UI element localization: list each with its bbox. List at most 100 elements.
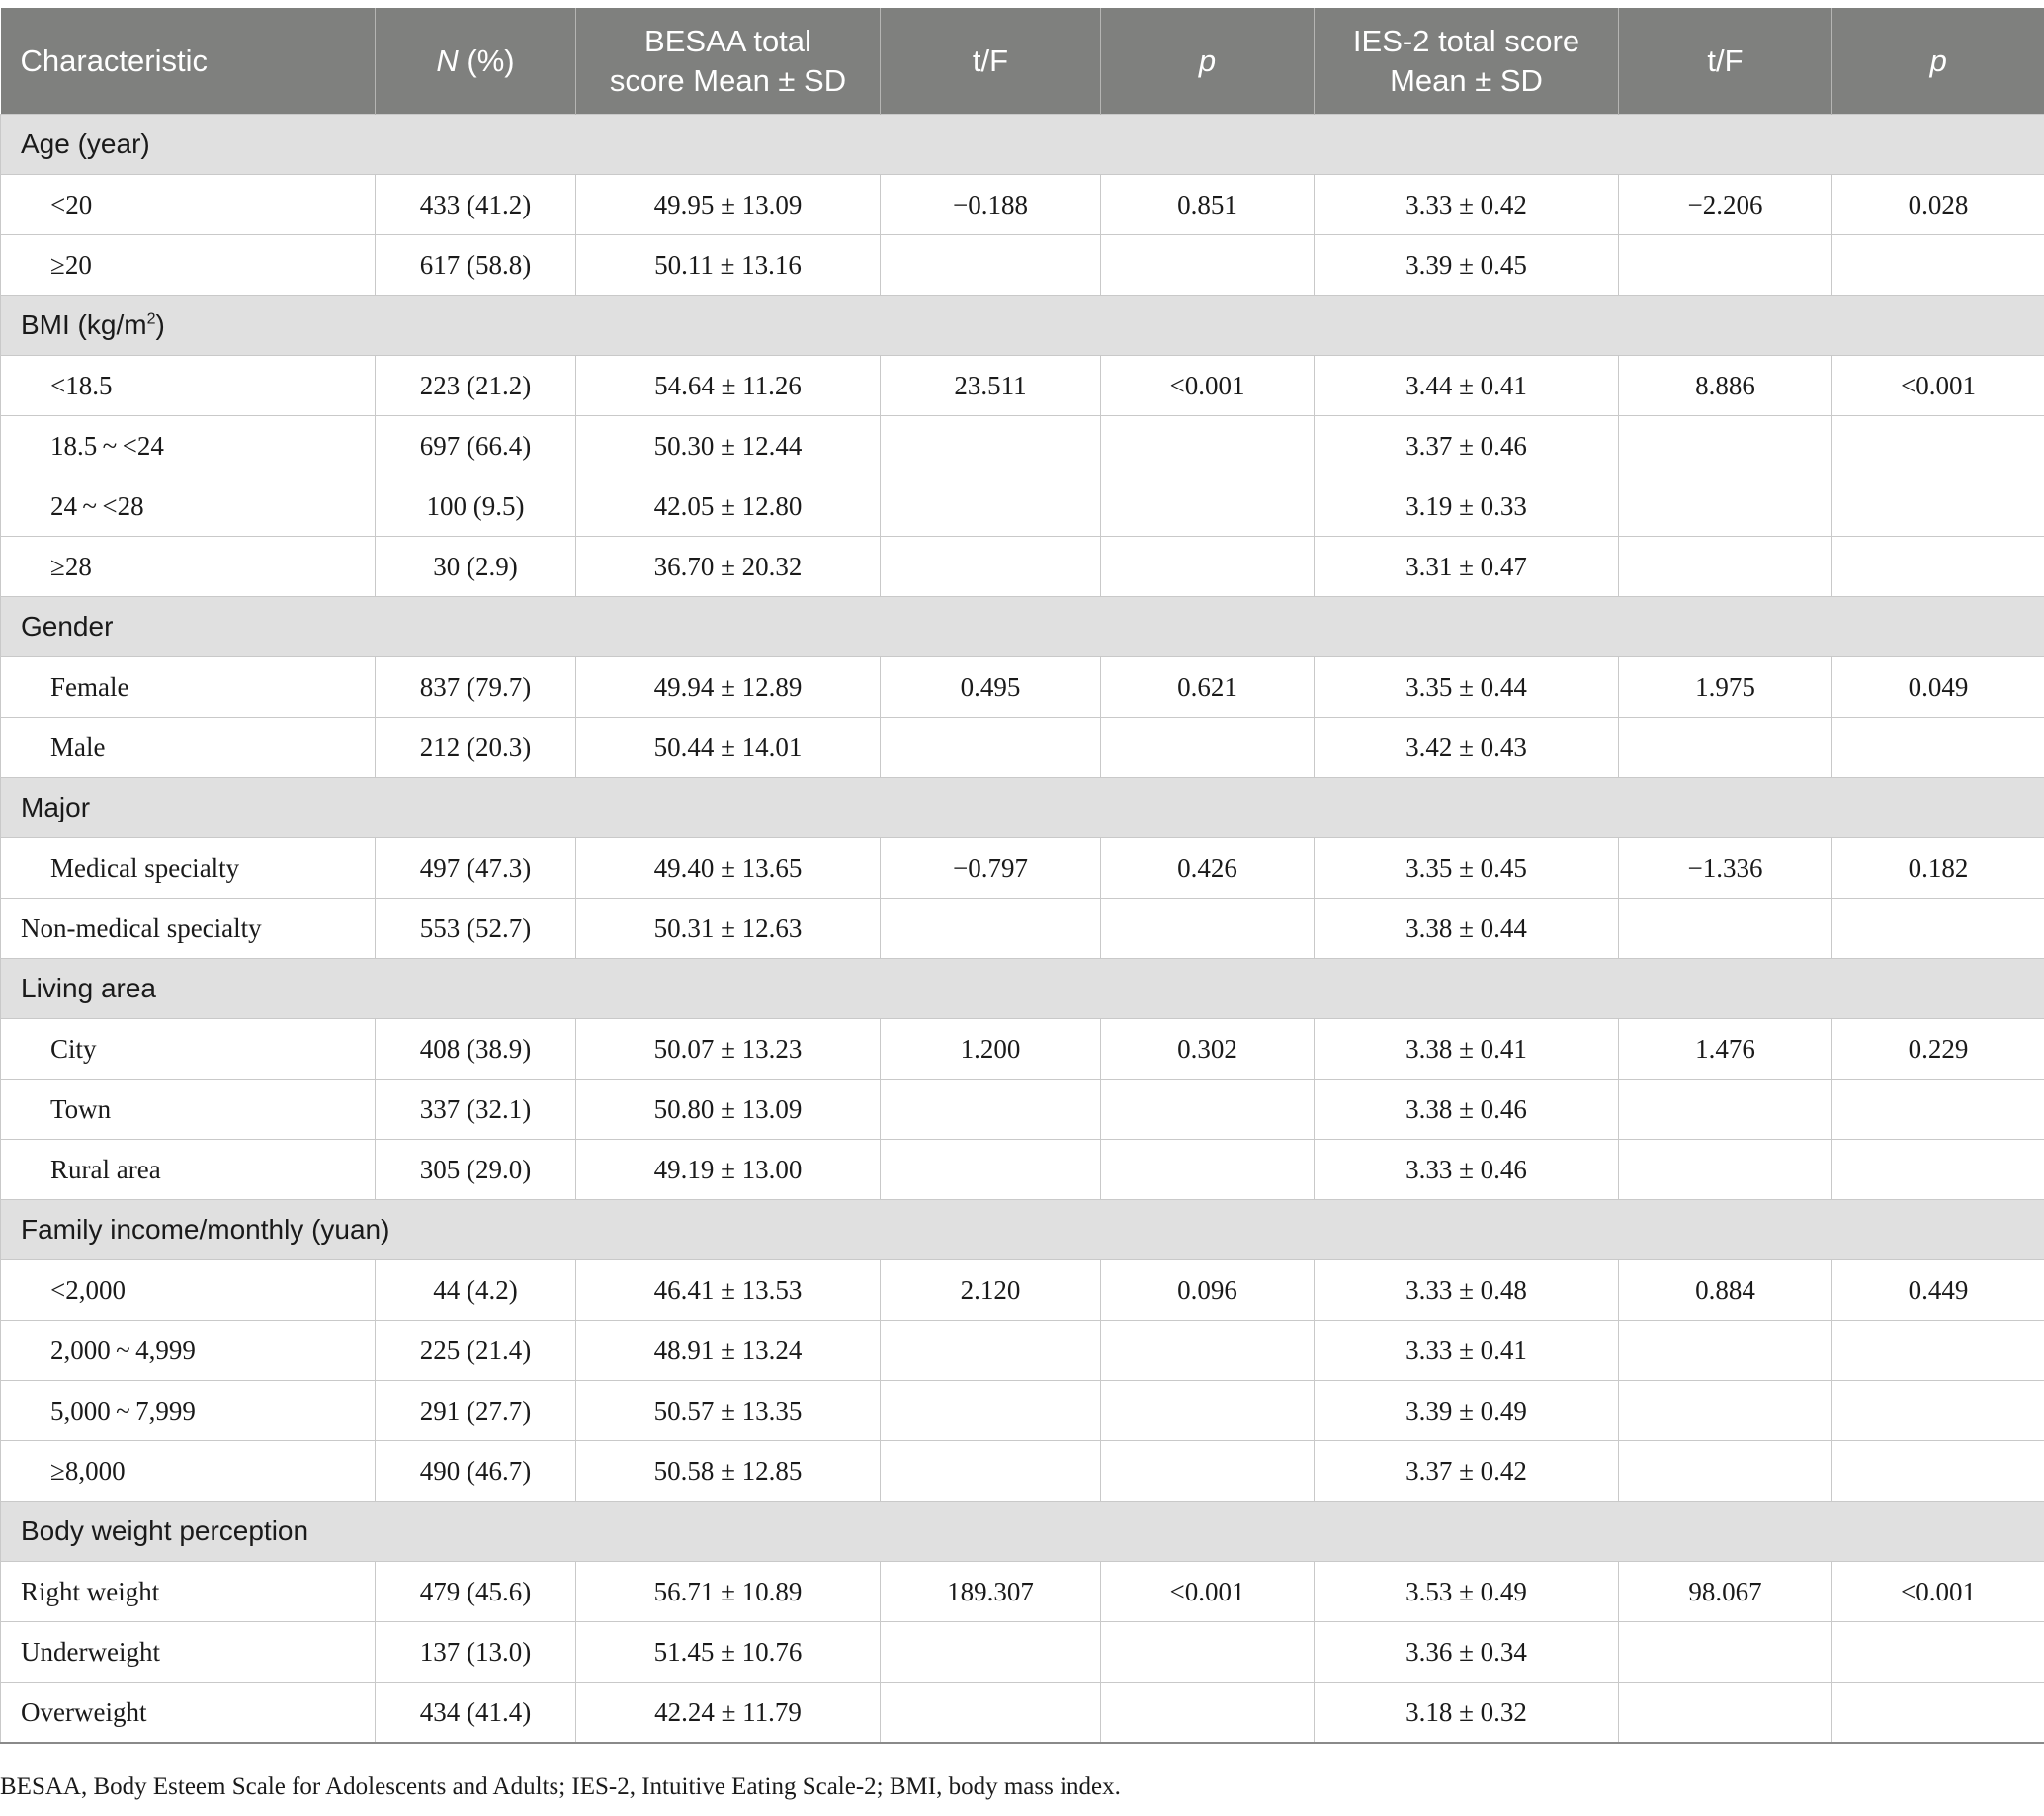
p-ies-cell: 0.049 bbox=[1831, 656, 2044, 718]
group-label: Gender bbox=[0, 596, 2044, 657]
p-besaa-cell: <0.001 bbox=[1100, 1561, 1315, 1622]
p-besaa-cell bbox=[1100, 1139, 1315, 1200]
group-header-row: Body weight perception bbox=[0, 1501, 2044, 1562]
row-label: Non-medical specialty bbox=[0, 898, 376, 959]
n-percent-cell: 337 (32.1) bbox=[375, 1079, 576, 1140]
n-percent-cell: 490 (46.7) bbox=[375, 1440, 576, 1502]
p-besaa-cell bbox=[1100, 234, 1315, 296]
tf-besaa-cell bbox=[880, 536, 1101, 597]
row-label: Medical specialty bbox=[0, 837, 376, 899]
besaa-cell: 50.58 ± 12.85 bbox=[575, 1440, 881, 1502]
p-ies-cell bbox=[1831, 536, 2044, 597]
p-ies-cell bbox=[1831, 717, 2044, 778]
besaa-cell: 54.64 ± 11.26 bbox=[575, 355, 881, 416]
n-percent-cell: 225 (21.4) bbox=[375, 1320, 576, 1381]
tf-ies-cell: 1.476 bbox=[1618, 1018, 1832, 1080]
ies-cell: 3.38 ± 0.46 bbox=[1314, 1079, 1619, 1140]
p-ies-cell bbox=[1831, 476, 2044, 537]
p-besaa-cell bbox=[1100, 898, 1315, 959]
tf-ies-cell bbox=[1618, 1380, 1832, 1441]
p-ies-cell: <0.001 bbox=[1831, 1561, 2044, 1622]
row-label: <2,000 bbox=[0, 1259, 376, 1321]
group-label: Major bbox=[0, 777, 2044, 838]
tf-besaa-cell: 23.511 bbox=[880, 355, 1101, 416]
tf-ies-cell bbox=[1618, 1139, 1832, 1200]
group-label-end: ) bbox=[155, 309, 165, 340]
table-row: Medical specialty 497 (47.3) 49.40 ± 13.65… bbox=[0, 837, 2044, 899]
table-header: Characteristic N (%) BESAA total score Me… bbox=[0, 8, 2044, 115]
p-besaa-cell bbox=[1100, 1621, 1315, 1683]
group-header-row: BMI (kg/m2) bbox=[0, 295, 2044, 356]
header-n-italic: N bbox=[436, 43, 459, 78]
group-label-superscript: 2 bbox=[146, 310, 156, 328]
p-ies-cell: 0.028 bbox=[1831, 174, 2044, 235]
p-ies-cell bbox=[1831, 1079, 2044, 1140]
besaa-cell: 49.40 ± 13.65 bbox=[575, 837, 881, 899]
group-label-text: Body weight perception bbox=[21, 1515, 309, 1546]
p-ies-cell: 0.182 bbox=[1831, 837, 2044, 899]
table-row: City 408 (38.9) 50.07 ± 13.23 1.200 0.302 3.3… bbox=[0, 1018, 2044, 1080]
tf-besaa-cell bbox=[880, 1320, 1101, 1381]
p-ies-cell bbox=[1831, 898, 2044, 959]
n-percent-cell: 305 (29.0) bbox=[375, 1139, 576, 1200]
table-row: <20 433 (41.2) 49.95 ± 13.09 −0.188 0.851 3.3… bbox=[0, 174, 2044, 235]
header-p-besaa: p bbox=[1100, 8, 1315, 115]
table-row: ≥28 30 (2.9) 36.70 ± 20.32 3.31 ± 0.47 bbox=[0, 536, 2044, 597]
besaa-cell: 36.70 ± 20.32 bbox=[575, 536, 881, 597]
n-percent-cell: 100 (9.5) bbox=[375, 476, 576, 537]
header-besaa-line2: score Mean ± SD bbox=[609, 62, 847, 98]
p-besaa-cell bbox=[1100, 1682, 1315, 1744]
table-row: Female 837 (79.7) 49.94 ± 12.89 0.495 0.621 3… bbox=[0, 656, 2044, 718]
header-besaa: BESAA total score Mean ± SD bbox=[575, 8, 881, 115]
row-label: Female bbox=[0, 656, 376, 718]
p-ies-cell: <0.001 bbox=[1831, 355, 2044, 416]
besaa-cell: 49.94 ± 12.89 bbox=[575, 656, 881, 718]
n-percent-cell: 479 (45.6) bbox=[375, 1561, 576, 1622]
ies-cell: 3.33 ± 0.46 bbox=[1314, 1139, 1619, 1200]
ies-cell: 3.38 ± 0.44 bbox=[1314, 898, 1619, 959]
group-header-row: Living area bbox=[0, 958, 2044, 1019]
ies-cell: 3.38 ± 0.41 bbox=[1314, 1018, 1619, 1080]
tf-ies-cell bbox=[1618, 1621, 1832, 1683]
p-besaa-cell: 0.851 bbox=[1100, 174, 1315, 235]
p-ies-cell bbox=[1831, 234, 2044, 296]
besaa-cell: 42.24 ± 11.79 bbox=[575, 1682, 881, 1744]
besaa-cell: 50.44 ± 14.01 bbox=[575, 717, 881, 778]
row-label: Overweight bbox=[0, 1682, 376, 1744]
n-percent-cell: 223 (21.2) bbox=[375, 355, 576, 416]
p-besaa-cell bbox=[1100, 415, 1315, 476]
table-row: Town 337 (32.1) 50.80 ± 13.09 3.38 ± 0.46 bbox=[0, 1079, 2044, 1140]
n-percent-cell: 553 (52.7) bbox=[375, 898, 576, 959]
tf-ies-cell: 1.975 bbox=[1618, 656, 1832, 718]
besaa-cell: 50.30 ± 12.44 bbox=[575, 415, 881, 476]
group-label: Family income/monthly (yuan) bbox=[0, 1199, 2044, 1260]
row-label: City bbox=[0, 1018, 376, 1080]
table-row: <18.5 223 (21.2) 54.64 ± 11.26 23.511 <0.001… bbox=[0, 355, 2044, 416]
n-percent-cell: 137 (13.0) bbox=[375, 1621, 576, 1683]
tf-besaa-cell bbox=[880, 415, 1101, 476]
tf-ies-cell bbox=[1618, 717, 1832, 778]
table-row: Male 212 (20.3) 50.44 ± 14.01 3.42 ± 0.43 bbox=[0, 717, 2044, 778]
ies-cell: 3.31 ± 0.47 bbox=[1314, 536, 1619, 597]
n-percent-cell: 408 (38.9) bbox=[375, 1018, 576, 1080]
group-label-text: BMI (kg/m bbox=[21, 309, 147, 340]
tf-besaa-cell bbox=[880, 1682, 1101, 1744]
header-characteristic: Characteristic bbox=[0, 8, 376, 115]
table-row: Non-medical specialty 553 (52.7) 50.31 ± 1… bbox=[0, 898, 2044, 959]
tf-besaa-cell bbox=[880, 717, 1101, 778]
p-besaa-cell bbox=[1100, 1079, 1315, 1140]
p-ies-cell: 0.449 bbox=[1831, 1259, 2044, 1321]
tf-ies-cell bbox=[1618, 415, 1832, 476]
p-besaa-cell: 0.302 bbox=[1100, 1018, 1315, 1080]
tf-besaa-cell bbox=[880, 1621, 1101, 1683]
ies-cell: 3.39 ± 0.45 bbox=[1314, 234, 1619, 296]
tf-besaa-cell bbox=[880, 1440, 1101, 1502]
ies-cell: 3.39 ± 0.49 bbox=[1314, 1380, 1619, 1441]
row-label: Rural area bbox=[0, 1139, 376, 1200]
tf-ies-cell bbox=[1618, 234, 1832, 296]
table-row: Right weight 479 (45.6) 56.71 ± 10.89 189.3… bbox=[0, 1561, 2044, 1622]
group-label-text: Age (year) bbox=[21, 129, 150, 159]
group-label-text: Family income/monthly (yuan) bbox=[21, 1214, 390, 1245]
ies-cell: 3.33 ± 0.41 bbox=[1314, 1320, 1619, 1381]
besaa-cell: 48.91 ± 13.24 bbox=[575, 1320, 881, 1381]
